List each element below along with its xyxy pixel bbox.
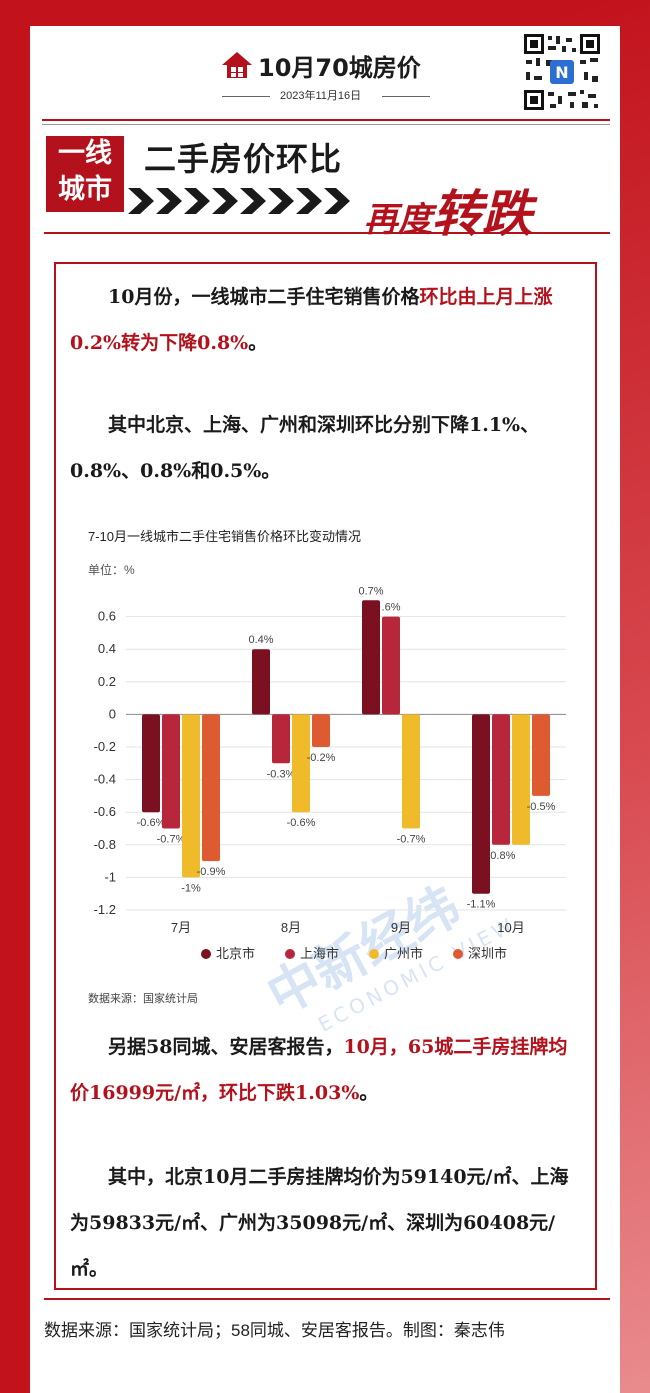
tag-line-1: 一线	[58, 138, 112, 169]
bar	[532, 714, 550, 796]
data-label: -0.9%	[197, 866, 226, 878]
headline-accent-word: 转跌	[432, 184, 532, 243]
data-label: -0.8%	[487, 850, 516, 862]
p3-end: 。	[359, 1082, 379, 1104]
data-label: 0.4%	[248, 634, 273, 646]
headline-accent: 再度转跌	[364, 174, 532, 246]
publish-date: 2023年11月16日	[280, 90, 362, 102]
banner-rule	[44, 232, 610, 234]
data-label: -0.6%	[137, 817, 166, 829]
chart-title: 7-10月一线城市二手住宅销售价格环比变动情况	[88, 529, 362, 544]
legend-swatch	[285, 949, 295, 959]
chart-unit-label: 单位：%	[88, 563, 135, 577]
bar	[492, 714, 510, 845]
legend-label: 深圳市	[468, 946, 507, 961]
date-divider-left	[222, 96, 270, 97]
legend-swatch	[201, 949, 211, 959]
chevron-arrows-icon	[128, 188, 350, 214]
data-label: -1.1%	[467, 899, 496, 911]
city-tier-tag: 一线 城市	[46, 136, 124, 212]
data-label: .6%	[382, 602, 401, 614]
bar	[162, 714, 180, 829]
bar	[402, 714, 420, 829]
page-title: 10月70城房价	[258, 54, 421, 82]
header-rule-thin	[42, 124, 610, 125]
bar	[252, 649, 270, 715]
y-tick-label: 0	[109, 706, 116, 721]
x-tick-label: 8月	[281, 920, 301, 935]
bar	[292, 714, 310, 813]
legend-label: 广州市	[384, 946, 423, 961]
bar	[472, 714, 490, 894]
bar	[312, 714, 330, 747]
y-tick-label: -1	[104, 869, 116, 884]
bar	[202, 714, 220, 862]
p1-text: 10月份，一线城市二手住宅销售价格	[108, 286, 420, 308]
y-tick-label: -0.2	[94, 739, 116, 754]
x-tick-label: 10月	[497, 920, 524, 935]
p1-highlight: 环比由上月上涨0.2%转为下降0.8%	[70, 286, 553, 354]
paragraph-1: 10月份，一线城市二手住宅销售价格环比由上月上涨0.2%转为下降0.8%。	[70, 274, 580, 366]
y-tick-label: -1.2	[94, 902, 116, 917]
data-label: 0.7%	[358, 585, 383, 597]
date-divider-right	[382, 96, 430, 97]
p3-highlight: 10月，65城二手房挂牌均价16999元/㎡，环比下跌1.03%	[70, 1036, 568, 1104]
bar	[362, 600, 380, 715]
data-label: -1%	[181, 882, 201, 894]
paragraph-4: 其中，北京10月二手房挂牌均价为59140元/㎡、上海为59833元/㎡、广州为…	[70, 1166, 569, 1280]
headline-main: 二手房价环比	[144, 140, 343, 178]
x-tick-label: 7月	[171, 920, 191, 935]
poster-card: 10月70城房价 2023年11月16日 N 一线 城市 二手房价环比	[30, 26, 620, 1393]
content-box: 10月份，一线城市二手住宅销售价格环比由上月上涨0.2%转为下降0.8%。 其中…	[54, 262, 597, 1290]
bar-chart: 0.6 0.4 0.2 0 -0.2 -0.4 -0.6 -0.8 -1 -1.2 -0.6% -0.…	[94, 585, 566, 961]
bar	[382, 616, 400, 715]
legend-label: 北京市	[216, 946, 255, 961]
data-label: -0.2%	[307, 752, 336, 764]
legend-label: 上海市	[300, 946, 339, 961]
data-label: -0.5%	[527, 801, 556, 813]
house-icon	[222, 52, 252, 78]
y-tick-label: 0.6	[98, 609, 116, 624]
paragraph-3: 另据58同城、安居客报告，10月，65城二手房挂牌均价16999元/㎡，环比下跌…	[70, 1024, 580, 1116]
paragraph-2: 其中北京、上海、广州和深圳环比分别下降1.1%、0.8%、0.8%和0.5%。	[70, 414, 540, 482]
chart-source: 数据来源：国家统计局	[88, 993, 198, 1005]
legend-swatch	[369, 949, 379, 959]
tag-line-2: 城市	[58, 174, 112, 205]
footer-rule	[44, 1298, 610, 1300]
data-label: -0.3%	[267, 768, 296, 780]
y-tick-label: -0.4	[94, 772, 116, 787]
y-tick-label: -0.8	[94, 837, 116, 852]
headline-accent-prefix: 再度	[364, 200, 432, 240]
footer-credits: 数据来源：国家统计局；58同城、安居客报告。制图：秦志伟	[44, 1321, 505, 1340]
data-label: -0.7%	[157, 834, 186, 846]
y-tick-label: 0.4	[98, 641, 116, 656]
bar	[512, 714, 530, 845]
legend-swatch	[453, 949, 463, 959]
bar	[272, 714, 290, 764]
y-tick-label: -0.6	[94, 804, 116, 819]
data-label: -0.7%	[397, 834, 426, 846]
header-rule	[42, 119, 610, 121]
x-tick-label: 9月	[391, 920, 411, 935]
y-tick-label: 0.2	[98, 674, 116, 689]
qr-code-icon: N	[522, 32, 602, 112]
p1-end: 。	[248, 332, 268, 354]
svg-text:N: N	[555, 63, 568, 82]
data-label: -0.6%	[287, 817, 316, 829]
p3-text: 另据58同城、安居客报告，	[108, 1036, 344, 1058]
bar	[142, 714, 160, 813]
bar	[182, 714, 200, 878]
